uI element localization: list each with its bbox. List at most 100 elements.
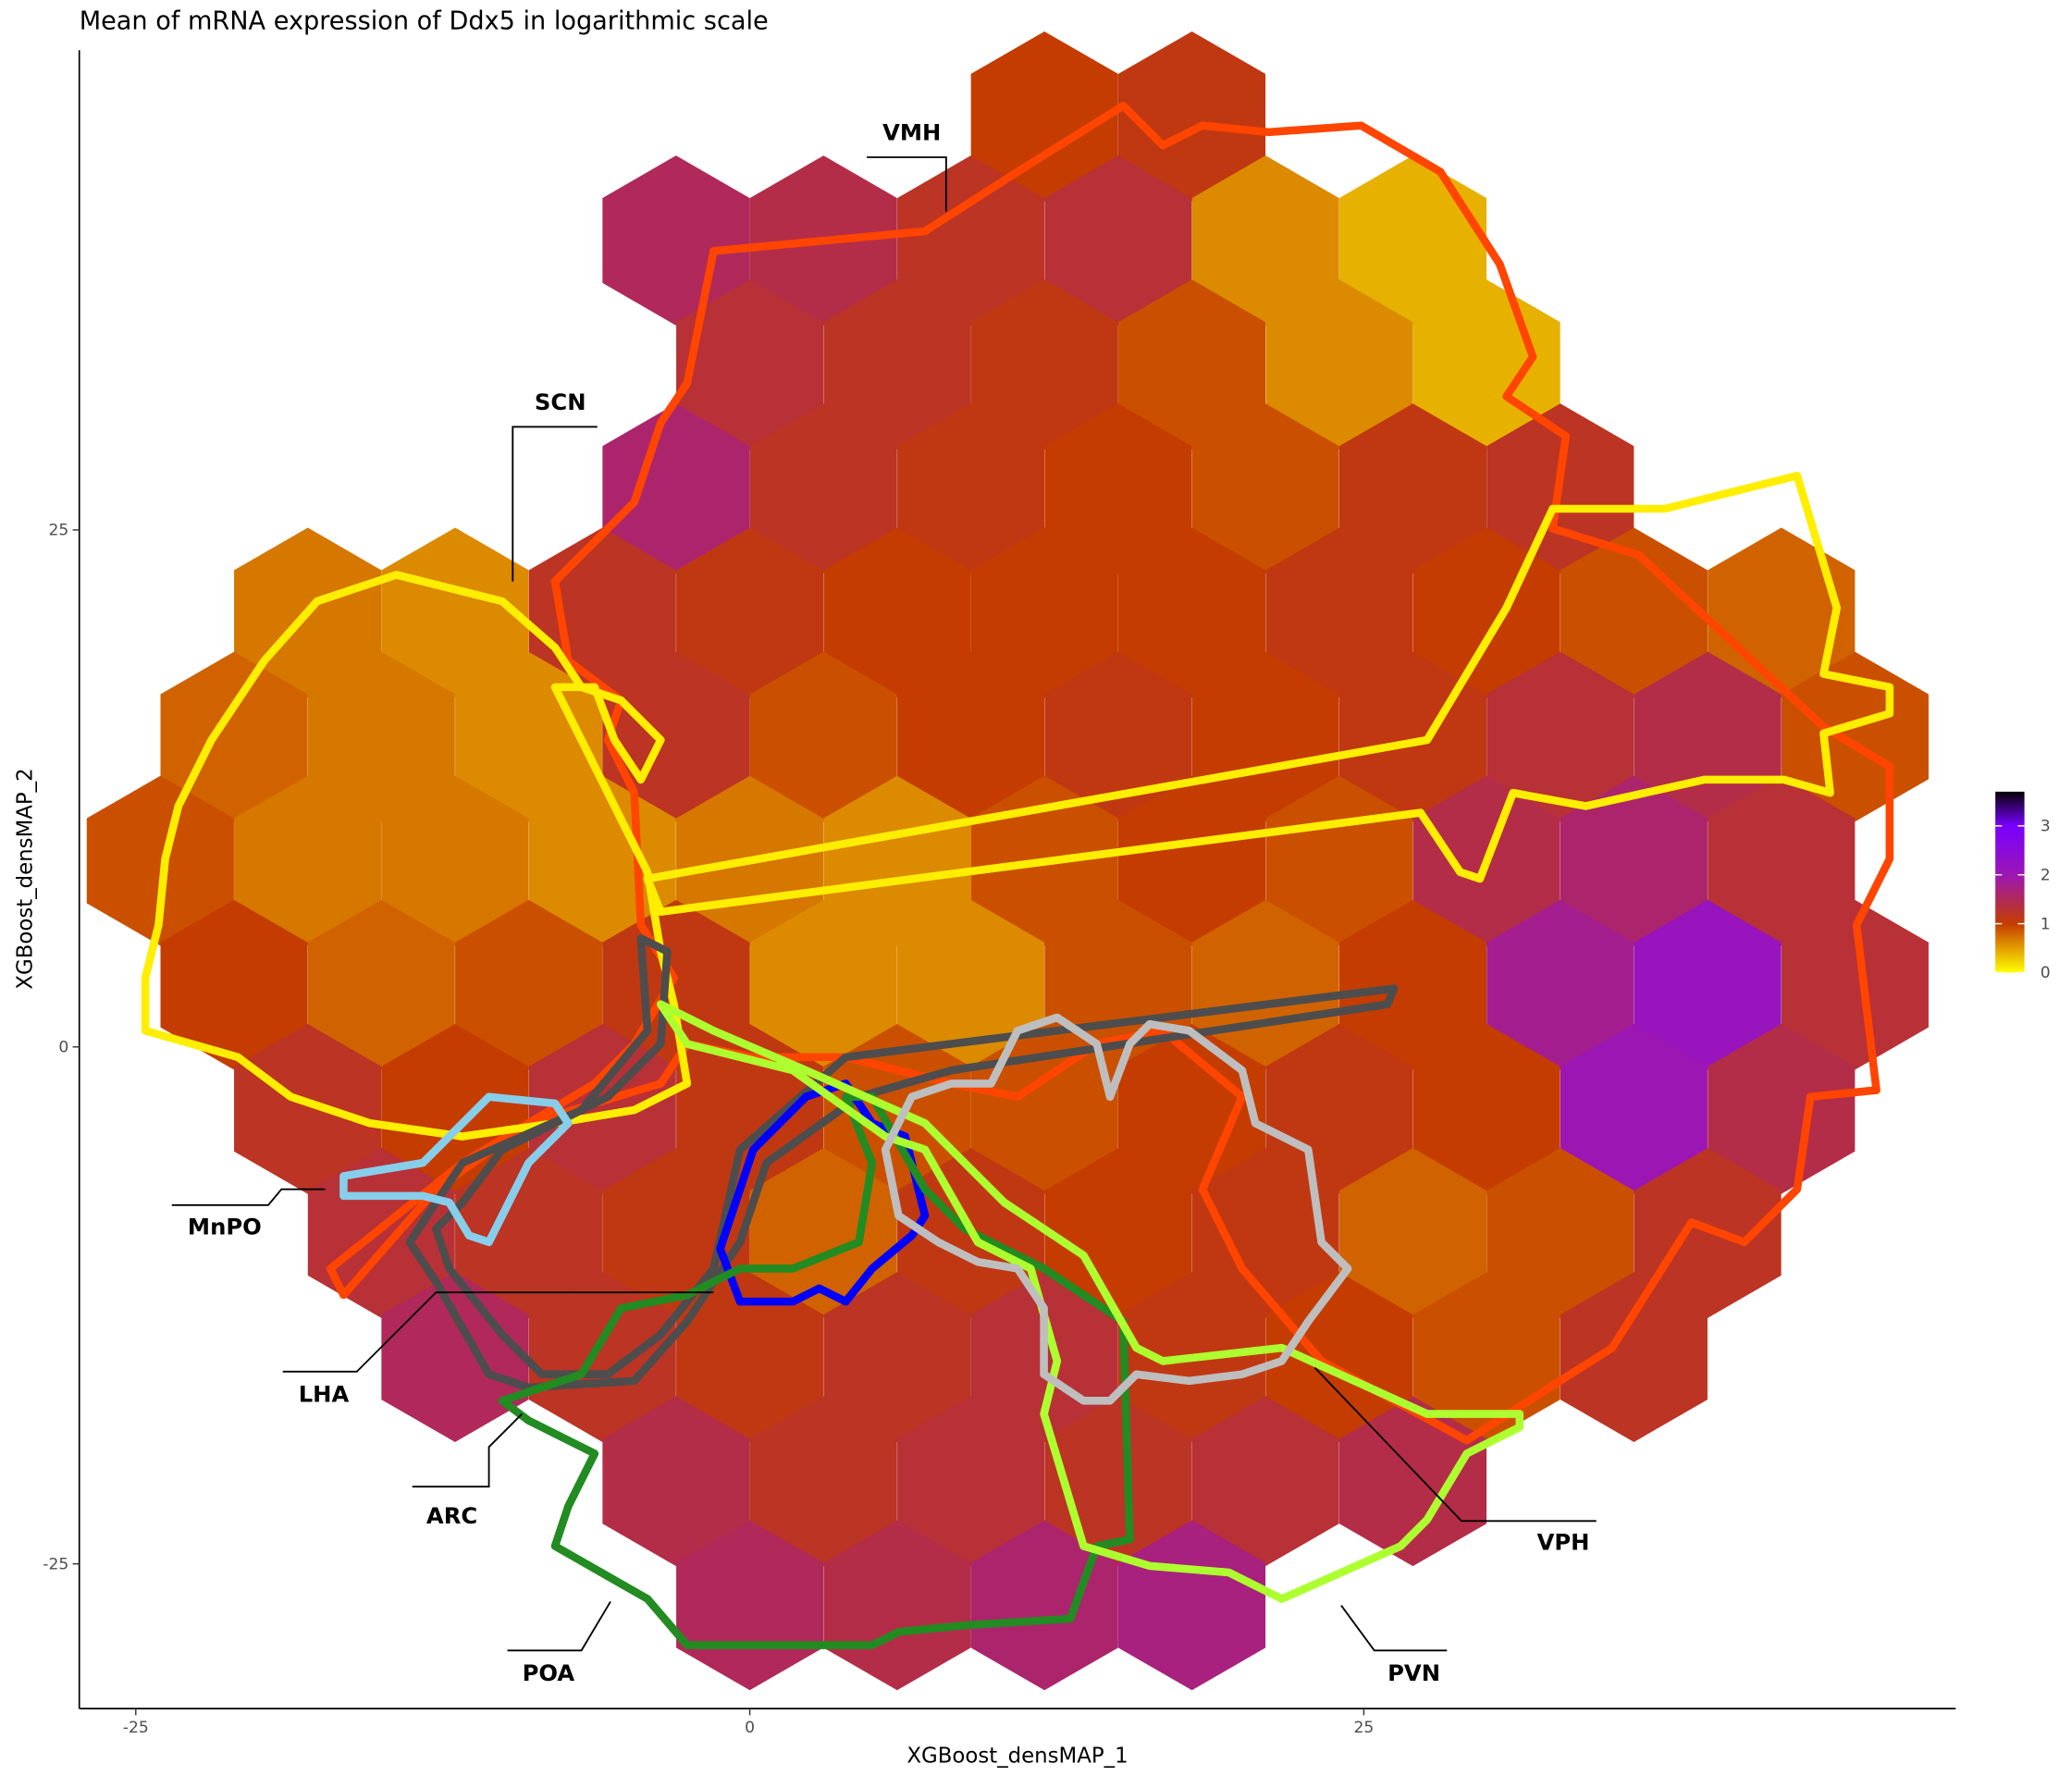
hex-cell — [1191, 1148, 1339, 1318]
hex-cell — [1117, 279, 1266, 450]
hex-cell — [1560, 1272, 1708, 1442]
hex-cell — [1412, 1024, 1560, 1194]
hex-cell — [1486, 899, 1634, 1070]
region-label: VMH — [882, 118, 941, 145]
region-outlines — [141, 102, 1894, 1649]
hex-cell — [970, 1520, 1118, 1691]
region-outline — [141, 571, 692, 1141]
leader-line — [171, 1188, 326, 1206]
hex-cell — [749, 403, 897, 574]
leader-line — [1340, 1605, 1448, 1652]
hex-cell — [1265, 1272, 1413, 1442]
hex-cell — [1560, 775, 1708, 946]
hex-cell — [1338, 403, 1487, 574]
region-label: MnPO — [188, 1213, 262, 1240]
hex-cell — [1191, 403, 1339, 574]
hex-cell — [602, 403, 750, 574]
hex-cell — [970, 31, 1118, 202]
hex-cell — [1117, 775, 1266, 946]
hex-cell — [1117, 31, 1266, 202]
hex-cell — [234, 1024, 382, 1194]
region-label: POA — [523, 1659, 575, 1686]
hex-cell — [381, 527, 529, 698]
leader-line — [1314, 1366, 1597, 1523]
hex-cell — [1338, 1396, 1487, 1567]
hex-cell — [823, 527, 971, 698]
annotation-leaders — [171, 156, 1597, 1652]
region-outline — [881, 1013, 1352, 1405]
y-tick-label: -25 — [43, 1555, 68, 1573]
hex-cell — [234, 775, 382, 946]
leader-line — [412, 1412, 523, 1488]
hex-cell — [1338, 651, 1487, 822]
hex-cell — [1560, 1024, 1708, 1194]
region-outline — [657, 1000, 1524, 1603]
hex-cell — [970, 279, 1118, 450]
region-label: VPH — [1537, 1529, 1590, 1556]
colorbar — [1995, 791, 2025, 973]
hex-cell — [381, 1272, 529, 1442]
hex-cell — [1486, 1148, 1634, 1318]
region-label: LHA — [299, 1381, 350, 1408]
hex-cell — [455, 1148, 603, 1318]
colorbar-tick-label: 0 — [2041, 964, 2051, 982]
chart-title: Mean of mRNA expression of Ddx5 in logar… — [80, 6, 769, 35]
hex-cell — [1338, 899, 1487, 1070]
hex-cell — [1486, 651, 1634, 822]
leader-line — [282, 1291, 714, 1373]
y-tick-label: 0 — [58, 1039, 68, 1057]
hex-cell — [676, 279, 824, 450]
hex-cell — [1634, 899, 1782, 1070]
hex-cell — [307, 899, 455, 1070]
hex-cell — [307, 651, 455, 822]
hex-layer — [86, 31, 1929, 1691]
y-tick-label: 25 — [48, 522, 68, 540]
hex-cell — [1338, 155, 1487, 326]
hex-cell — [897, 1396, 1045, 1567]
region-label: SCN — [535, 388, 586, 415]
hex-cell — [897, 403, 1045, 574]
y-axis-title: XGBoost_densMAP_2 — [13, 768, 37, 989]
region-outline — [643, 472, 1894, 917]
x-tick-label: -25 — [123, 1719, 149, 1737]
hex-cell — [749, 1396, 897, 1567]
x-tick-label: 0 — [745, 1719, 755, 1737]
hex-cell — [1338, 1148, 1487, 1318]
hex-cell — [602, 155, 750, 326]
x-axis-title: XGBoost_densMAP_1 — [906, 1745, 1128, 1769]
hex-cell — [1044, 651, 1192, 822]
hex-cell — [1265, 527, 1413, 698]
hex-cell — [1117, 527, 1266, 698]
hex-cell — [1044, 403, 1192, 574]
hex-cell — [970, 527, 1118, 698]
colorbar-tick-label: 3 — [2041, 818, 2051, 836]
leader-line — [507, 1600, 611, 1652]
colorbar-tick-label: 2 — [2041, 866, 2051, 884]
hex-cell — [897, 155, 1045, 326]
hex-cell — [1044, 1396, 1192, 1567]
hex-cell — [1634, 1148, 1782, 1318]
hex-cell — [1708, 775, 1856, 946]
hex-cell — [823, 279, 971, 450]
hex-cell — [1708, 1024, 1856, 1194]
hex-cell — [602, 1396, 750, 1567]
hex-cell — [160, 651, 308, 822]
hex-cell — [381, 775, 529, 946]
leader-line — [867, 156, 947, 212]
leader-line — [512, 426, 598, 582]
hex-cell — [1191, 155, 1339, 326]
hex-cell — [86, 775, 234, 946]
hex-cell — [1044, 155, 1192, 326]
hex-cell — [1265, 279, 1413, 450]
hex-cell — [1191, 1396, 1339, 1567]
hex-cell — [823, 1272, 971, 1442]
region-outline — [339, 1092, 573, 1247]
hex-cell — [455, 899, 603, 1070]
hex-cell — [160, 899, 308, 1070]
hex-cell — [1560, 527, 1708, 698]
hex-cell — [676, 527, 824, 698]
region-label: ARC — [426, 1502, 477, 1529]
hex-cell — [749, 651, 897, 822]
